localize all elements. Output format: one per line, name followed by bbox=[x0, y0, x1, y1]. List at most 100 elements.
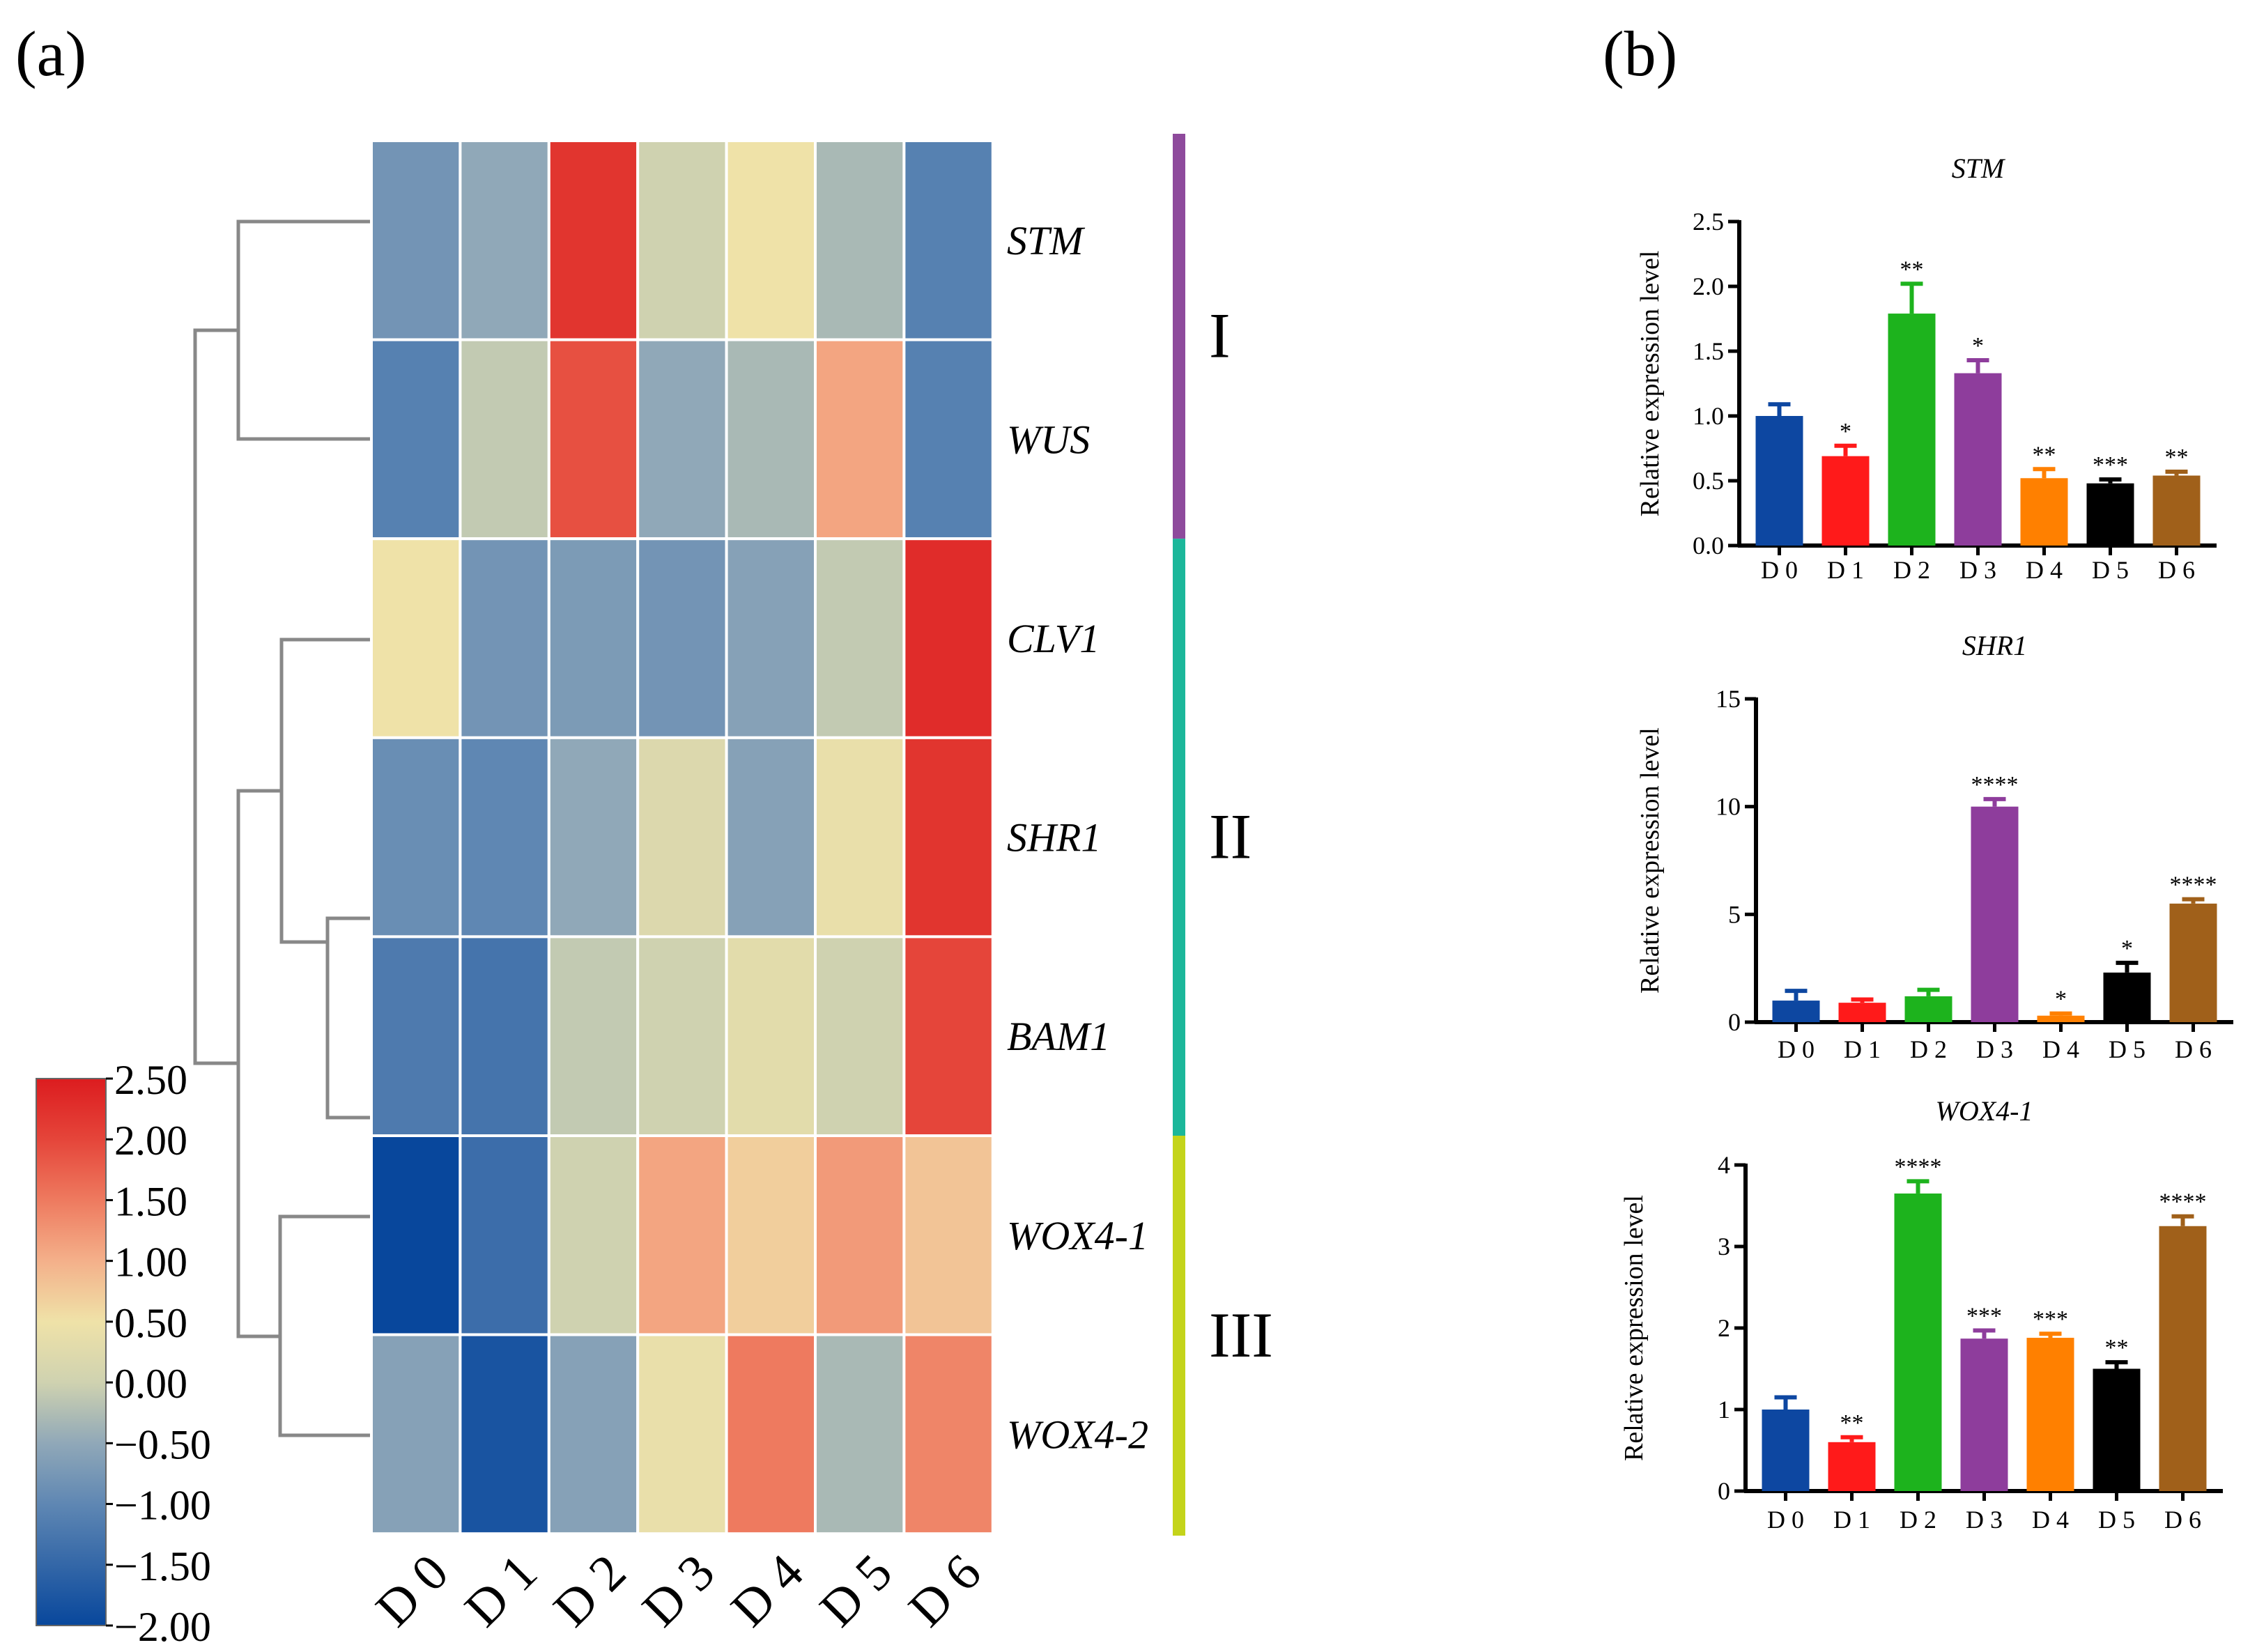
heatmap-cell bbox=[547, 935, 640, 1138]
significance-label: * bbox=[2121, 936, 2133, 962]
x-tick-label: D 6 bbox=[2158, 556, 2195, 584]
heatmap-cell bbox=[725, 1134, 817, 1336]
heatmap-row-label: WUS bbox=[1007, 417, 1090, 462]
significance-label: ** bbox=[2165, 445, 2189, 470]
heatmap-row-label: WOX4-2 bbox=[1007, 1412, 1148, 1457]
colorbar-tick-label: 1.00 bbox=[114, 1240, 187, 1286]
dendrogram-branch bbox=[236, 219, 371, 441]
significance-label: ** bbox=[1840, 1410, 1864, 1436]
heatmap-cell bbox=[370, 1333, 462, 1536]
x-tick-label: D 2 bbox=[1900, 1506, 1936, 1534]
heatmap-cell bbox=[902, 537, 994, 739]
heatmap-cell bbox=[814, 139, 906, 341]
colorbar-tick-label: −0.50 bbox=[114, 1421, 211, 1467]
bar-charts: STM 0.0 0.5 1.0 1.5 2.0 2.5 Relative expression… bbox=[1619, 153, 2233, 1534]
x-tick-label: D 2 bbox=[1910, 1035, 1947, 1063]
heatmap-cell bbox=[725, 935, 817, 1138]
x-tick-label: D 0 bbox=[1761, 556, 1798, 584]
y-tick-label: 10 bbox=[1716, 793, 1741, 821]
y-axis-label: Relative expression level bbox=[1635, 727, 1665, 994]
significance-label: * bbox=[2055, 987, 2067, 1012]
x-tick-label: D 3 bbox=[1976, 1035, 2013, 1063]
heatmap-cell bbox=[814, 1333, 906, 1536]
y-tick-label: 1 bbox=[1718, 1396, 1730, 1423]
heatmap-cell bbox=[636, 537, 728, 739]
heatmap-cell bbox=[370, 935, 462, 1138]
heatmap-cell bbox=[459, 736, 550, 939]
bar bbox=[1888, 314, 1936, 546]
y-tick-label: 0.0 bbox=[1693, 532, 1724, 559]
heatmap-column-label: D 4 bbox=[721, 1544, 815, 1638]
colorbar-tick-label: 2.50 bbox=[114, 1057, 187, 1103]
colorbar-tick-label: 2.00 bbox=[114, 1118, 187, 1164]
heatmap-cell bbox=[636, 139, 728, 341]
heatmap-row-label: WOX4-1 bbox=[1007, 1213, 1148, 1258]
heatmap-row-label: BAM1 bbox=[1007, 1014, 1110, 1059]
heatmap-row-label: STM bbox=[1007, 218, 1085, 263]
significance-label: ** bbox=[2105, 1335, 2129, 1361]
cluster-bar bbox=[1173, 134, 1185, 539]
y-tick-label: 0 bbox=[1718, 1477, 1730, 1505]
y-axis-label: Relative expression level bbox=[1619, 1195, 1649, 1461]
heatmap-cell bbox=[725, 1333, 817, 1536]
heatmap-cell bbox=[725, 338, 817, 541]
x-tick-label: D 5 bbox=[2109, 1035, 2146, 1063]
heatmap-cell bbox=[636, 1134, 728, 1336]
panel-a-label: (a) bbox=[15, 18, 86, 89]
colorbar: 2.50 2.00 1.50 1.00 0.50 0.00 −0.50 −1.00 −1.50 −… bbox=[36, 1057, 211, 1650]
y-tick-label: 2.0 bbox=[1693, 272, 1724, 300]
heatmap-cell bbox=[459, 1333, 550, 1536]
heatmap-row-label: SHR1 bbox=[1007, 815, 1101, 860]
heatmap-row-label: CLV1 bbox=[1007, 616, 1100, 661]
heatmap bbox=[370, 139, 994, 1536]
cluster-bar bbox=[1173, 1136, 1185, 1536]
bar-chart-stm: STM 0.0 0.5 1.0 1.5 2.0 2.5 Relative expression… bbox=[1635, 153, 2217, 584]
colorbar-tick-label: −2.00 bbox=[114, 1604, 211, 1650]
x-tick-label: D 4 bbox=[2026, 556, 2063, 584]
bar bbox=[1954, 373, 2002, 546]
y-tick-label: 5 bbox=[1728, 900, 1741, 928]
dendrogram-branch bbox=[236, 789, 282, 1338]
heatmap-cell bbox=[370, 537, 462, 739]
dendrogram-branch bbox=[279, 638, 371, 944]
heatmap-cell bbox=[547, 338, 640, 541]
heatmap-column-label: D 5 bbox=[809, 1544, 903, 1638]
y-tick-label: 0 bbox=[1728, 1008, 1741, 1036]
y-tick-label: 4 bbox=[1718, 1151, 1730, 1179]
bar-chart-title: STM bbox=[1952, 153, 2006, 184]
bar bbox=[1971, 806, 2019, 1022]
heatmap-cell bbox=[370, 736, 462, 939]
x-tick-label: D 3 bbox=[1959, 556, 1996, 584]
x-tick-label: D 2 bbox=[1893, 556, 1930, 584]
x-tick-label: D 6 bbox=[2175, 1035, 2212, 1063]
bar-chart-title: SHR1 bbox=[1962, 630, 2027, 661]
heatmap-column-label: D 2 bbox=[543, 1544, 637, 1638]
significance-label: **** bbox=[2170, 872, 2217, 898]
panel-b-label: (b) bbox=[1603, 18, 1677, 89]
colorbar-tick-label: −1.50 bbox=[114, 1543, 211, 1589]
heatmap-cell bbox=[547, 139, 640, 341]
heatmap-cell bbox=[902, 736, 994, 939]
heatmap-cell bbox=[370, 1134, 462, 1336]
colorbar-tick-label: 0.00 bbox=[114, 1361, 187, 1407]
x-tick-label: D 6 bbox=[2164, 1506, 2201, 1534]
x-tick-label: D 0 bbox=[1778, 1035, 1815, 1063]
significance-label: *** bbox=[2093, 452, 2128, 478]
heatmap-cell bbox=[902, 935, 994, 1138]
bar bbox=[2159, 1226, 2207, 1491]
bar bbox=[2026, 1338, 2074, 1491]
bar bbox=[1828, 1442, 1876, 1491]
heatmap-cell bbox=[725, 537, 817, 739]
heatmap-column-labels: D 0D 1D 2D 3D 4D 5D 6 bbox=[365, 1544, 992, 1638]
dendrogram-branch bbox=[193, 328, 238, 1065]
bar bbox=[1904, 996, 1952, 1022]
heatmap-cell bbox=[814, 736, 906, 939]
significance-label: **** bbox=[1895, 1154, 1942, 1180]
colorbar-tick-label: −1.00 bbox=[114, 1483, 211, 1529]
x-tick-label: D 5 bbox=[2092, 556, 2129, 584]
heatmap-cell bbox=[547, 1134, 640, 1336]
heatmap-row-labels: STM WUS CLV1 SHR1 BAM1 WOX4-1 WOX4-2 bbox=[1007, 218, 1148, 1458]
bar bbox=[1821, 456, 1870, 546]
significance-label: * bbox=[1840, 419, 1851, 445]
